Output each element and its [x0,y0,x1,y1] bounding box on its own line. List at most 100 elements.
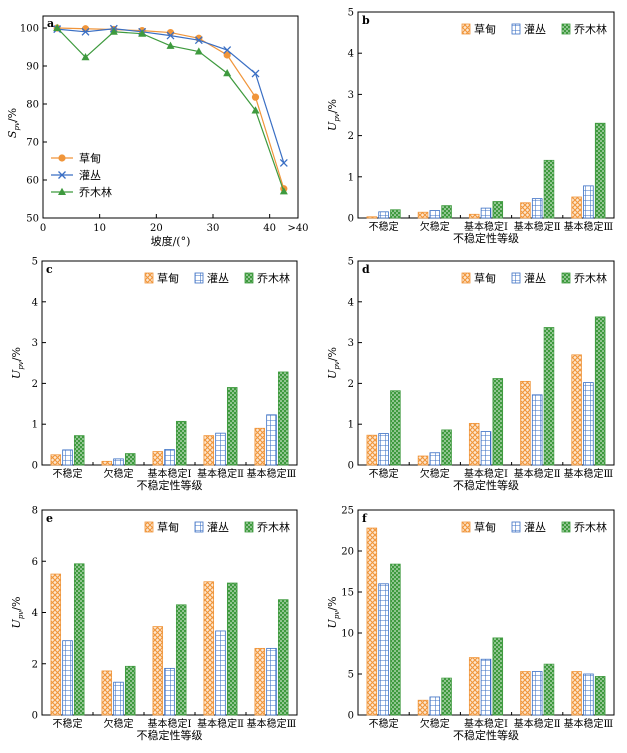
category-label: 基本稳定Ⅲ [564,717,614,730]
legend-swatch-crosshatch [144,272,154,284]
bar-dots-1 [124,453,136,466]
category-label: 基本稳定Ⅲ [247,717,297,730]
category-label: 基本稳定Ⅱ [514,717,561,730]
bar-grid-2 [480,658,492,716]
bar-grid-2 [480,207,492,219]
y-tick-label: 5 [348,670,354,681]
legend-swatch-grid [194,521,204,533]
bar-dots-1 [441,429,452,466]
y-axis-title-sub: pv [17,611,25,619]
category-label: 欠稳定 [420,220,450,233]
point-triangle [279,187,288,195]
legend-label: 乔木林 [574,22,607,36]
panel-label: b [362,14,370,27]
point-triangle [53,23,62,31]
point-circle [251,93,260,101]
legend-label: 草甸 [79,152,101,165]
legend-label: 草甸 [474,272,496,285]
legend-label: 草甸 [157,272,179,285]
bar-grid-0 [378,433,389,466]
y-axis-title: Upv/% [326,99,341,131]
legend-label: 草甸 [474,521,496,534]
legend-swatch-dots [561,521,571,533]
y-tick-label: 3 [348,90,354,101]
legend-swatch-grid [511,521,521,533]
category-label: 不稳定 [53,717,83,730]
bar-crosshatch-0 [50,454,62,466]
panel-f: 0 5 10 15 20 25 不稳定 欠稳定 基本稳定Ⅰ 基本稳定Ⅱ 基本稳定Ⅲ 不稳定性等级 Upv… [326,506,615,742]
legend-swatch-dots [244,272,254,284]
point-triangle [81,53,90,61]
legend-label: 乔木林 [574,520,607,534]
category-label: 不稳定 [369,220,399,233]
y-axis-title-main: U [10,369,23,379]
legend-label: 草甸 [474,23,496,36]
point-triangle [166,41,175,49]
x-axis-title: 不稳定性等级 [137,728,203,742]
y-tick-label: 0 [32,711,38,722]
bar-crosshatch-4 [571,354,582,466]
x-axis-title: 不稳定性等级 [137,478,203,492]
category-label: 欠稳定 [104,717,134,730]
y-tick-label: 60 [26,176,39,187]
legend-label: 灌丛 [524,23,546,36]
category-label: 基本稳定Ⅰ [148,467,192,480]
point-circle [223,51,231,59]
category-label: 欠稳定 [104,467,134,480]
bar-grid-0 [378,583,389,716]
bar-crosshatch-1 [417,455,429,466]
legend-swatch-dots [561,272,571,284]
bar-crosshatch-2 [468,422,480,466]
bar-dots-2 [492,378,504,466]
legend-label: 乔木林 [257,271,290,285]
legend-swatch-dots [561,23,571,35]
category-label: 基本稳定Ⅰ [464,717,508,730]
category-label: 不稳定 [369,467,399,480]
bar-dots-2 [175,420,187,466]
category-label: 基本稳定Ⅰ [148,717,192,730]
bar-crosshatch-2 [152,626,164,716]
y-tick-label: 0 [348,461,354,472]
panel-d: 0 1 2 3 4 5 不稳定 欠稳定 基本稳定Ⅰ 基本稳定Ⅱ 基本稳定Ⅲ 不稳定性等级 Upv/% d 草… [326,257,615,492]
bar-dots-1 [441,677,452,716]
legend-swatch-grid [511,272,521,284]
category-label: 欠稳定 [420,717,450,730]
category-label: 基本稳定Ⅰ [464,467,508,480]
point-x [279,158,288,167]
point-triangle [223,69,232,77]
y-axis-title-unit: /% [10,597,23,611]
bar-dots-3 [543,159,555,219]
bar-grid-0 [378,211,389,219]
category-label: 基本稳定Ⅱ [514,467,561,480]
y-tick-label: 100 [20,24,39,35]
x-axis-title: 不稳定性等级 [453,231,519,245]
legend-swatch-dots [244,521,254,533]
y-tick-label: 50 [26,214,39,225]
y-axis-title-sub: pv [17,361,25,369]
y-axis-title-sub: pv [13,122,21,130]
bar-grid-3 [215,432,226,466]
plot-frame [357,11,615,219]
panel-label: c [46,263,53,276]
y-tick-label: 25 [341,506,354,517]
bar-crosshatch-2 [152,451,164,466]
y-tick-label: 5 [348,8,354,19]
bar-dots-4 [594,676,606,716]
bar-grid-3 [531,671,543,716]
category-label: 基本稳定Ⅲ [247,467,297,480]
legend-marker-x [58,171,66,179]
y-axis-title-main: U [326,618,339,628]
bar-crosshatch-3 [520,202,531,219]
category-label: 基本稳定Ⅱ [514,220,561,233]
legend-swatch-crosshatch [461,272,471,284]
legend-swatch-crosshatch [144,521,154,533]
y-tick-label: 70 [26,138,39,149]
bar-grid-3 [531,394,543,466]
bar-crosshatch-3 [520,380,531,466]
y-axis-title: Spv/% [6,108,21,138]
legend-label: 灌丛 [207,521,229,534]
bar-dots-3 [226,387,238,466]
y-tick-label: 4 [32,297,38,308]
bar-grid-1 [113,681,124,716]
